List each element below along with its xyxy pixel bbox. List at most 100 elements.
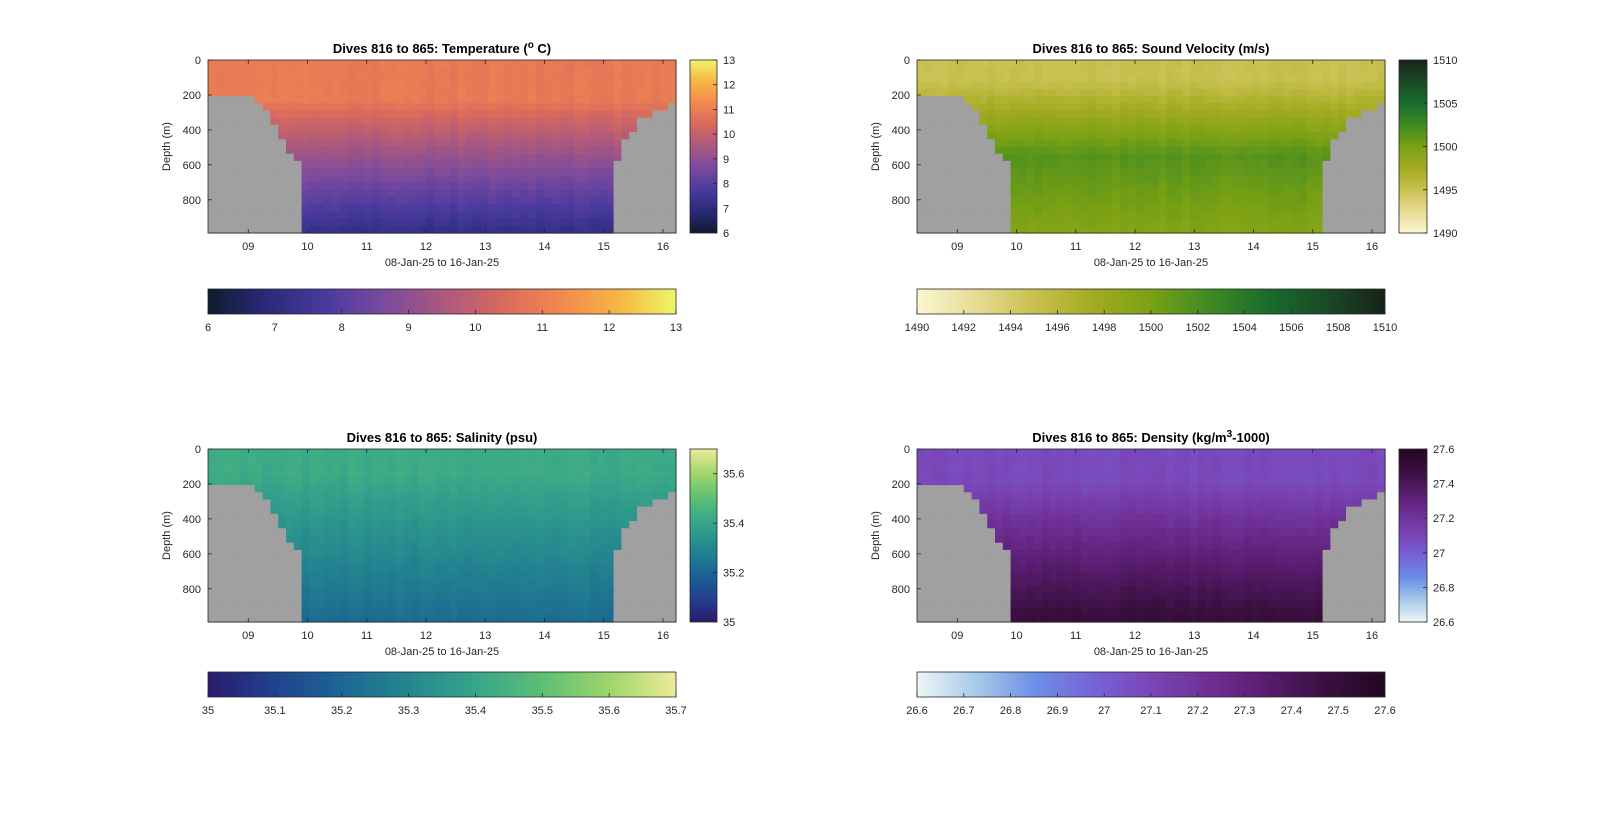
heatmap-cell bbox=[465, 485, 474, 493]
heatmap-cell bbox=[442, 535, 451, 544]
heatmap-cell bbox=[1119, 189, 1129, 198]
heatmap-cell bbox=[1166, 124, 1175, 133]
heatmap-cell bbox=[231, 549, 240, 558]
heatmap-cell bbox=[551, 96, 560, 104]
heatmap-cell bbox=[301, 139, 310, 148]
heatmap-cell bbox=[208, 103, 217, 112]
heatmap-cell bbox=[270, 521, 279, 529]
heatmap-cell bbox=[1361, 182, 1370, 191]
heatmap-cell bbox=[917, 204, 926, 212]
heatmap-cell bbox=[488, 88, 498, 97]
heatmap-cell bbox=[652, 160, 661, 169]
heatmap-cell bbox=[262, 521, 271, 529]
heatmap-cell bbox=[605, 449, 615, 457]
heatmap-cell bbox=[286, 492, 295, 501]
heatmap-cell bbox=[917, 146, 926, 155]
heatmap-cell bbox=[582, 160, 591, 169]
heatmap-cell bbox=[1236, 81, 1246, 90]
heatmap-cell bbox=[1096, 81, 1105, 90]
heatmap-cell bbox=[348, 132, 357, 140]
heatmap-cell bbox=[1252, 211, 1261, 220]
heatmap-cell bbox=[1112, 225, 1121, 234]
heatmap-cell bbox=[1151, 168, 1160, 176]
heatmap-cell bbox=[637, 96, 646, 104]
heatmap-cell bbox=[1002, 456, 1012, 465]
heatmap-cell bbox=[286, 67, 295, 76]
heatmap-cell bbox=[301, 132, 310, 140]
heatmap-cell bbox=[270, 117, 279, 126]
heatmap-cell bbox=[231, 211, 240, 220]
heatmap-cell bbox=[473, 513, 482, 522]
heatmap-cell bbox=[1353, 175, 1363, 184]
heatmap-cell bbox=[286, 175, 295, 184]
heatmap-cell bbox=[340, 607, 349, 616]
heatmap-cell bbox=[371, 204, 381, 212]
heatmap-cell bbox=[1268, 160, 1277, 169]
heatmap-cell bbox=[1041, 477, 1051, 486]
heatmap-cell bbox=[488, 153, 498, 162]
heatmap-cell bbox=[559, 557, 568, 565]
heatmap-cell bbox=[987, 189, 996, 198]
heatmap-cell bbox=[231, 218, 240, 227]
heatmap-cell bbox=[1073, 146, 1082, 155]
heatmap-cell bbox=[527, 132, 537, 140]
heatmap-cell bbox=[1057, 614, 1066, 623]
heatmap-cell bbox=[1322, 117, 1331, 126]
heatmap-cell bbox=[956, 146, 965, 155]
heatmap-cell bbox=[1073, 204, 1082, 212]
heatmap-cell bbox=[559, 196, 568, 205]
heatmap-cell bbox=[496, 506, 505, 515]
heatmap-cell bbox=[473, 211, 482, 220]
heatmap-cell bbox=[317, 585, 326, 594]
heatmap-cell bbox=[317, 528, 326, 537]
heatmap-cell bbox=[520, 74, 529, 83]
heatmap-cell bbox=[356, 470, 365, 479]
heatmap-cell bbox=[247, 571, 256, 580]
heatmap-cell bbox=[254, 189, 264, 198]
heatmap-cell bbox=[956, 521, 965, 529]
heatmap-cell bbox=[418, 110, 427, 119]
heatmap-cell bbox=[995, 146, 1004, 155]
heatmap-cell bbox=[332, 513, 342, 522]
heatmap-cell bbox=[403, 189, 412, 198]
heatmap-cell bbox=[637, 67, 646, 76]
heatmap-cell bbox=[629, 88, 638, 97]
heatmap-cell bbox=[348, 168, 357, 176]
heatmap-cell bbox=[574, 182, 583, 191]
heatmap-cell bbox=[247, 225, 256, 234]
heatmap-cell bbox=[1252, 60, 1261, 68]
heatmap-cell bbox=[1291, 153, 1300, 162]
heatmap-cell bbox=[410, 535, 420, 544]
heatmap-cell bbox=[1361, 153, 1370, 162]
heatmap-cell bbox=[364, 499, 373, 508]
heatmap-cell bbox=[262, 196, 271, 205]
heatmap-cell bbox=[668, 139, 677, 148]
heatmap-cell bbox=[379, 117, 388, 126]
heatmap-cell bbox=[1361, 124, 1370, 133]
heatmap-cell bbox=[481, 139, 490, 148]
heatmap-cell bbox=[1026, 67, 1035, 76]
heatmap-cell bbox=[527, 513, 537, 522]
heatmap-cell bbox=[652, 182, 661, 191]
heatmap-cell bbox=[1260, 124, 1269, 133]
heatmap-cell bbox=[956, 153, 965, 162]
heatmap-cell bbox=[1353, 103, 1363, 112]
heatmap-cell bbox=[410, 607, 420, 616]
heatmap-cell bbox=[1268, 189, 1277, 198]
heatmap-cell bbox=[1338, 225, 1347, 234]
heatmap-cell bbox=[325, 117, 334, 126]
heatmap-cell bbox=[239, 225, 248, 234]
heatmap-cell bbox=[527, 146, 537, 155]
heatmap-cell bbox=[278, 175, 287, 184]
heatmap-cell bbox=[231, 88, 240, 97]
heatmap-cell bbox=[223, 139, 232, 148]
heatmap-cell bbox=[270, 449, 279, 457]
heatmap-cell bbox=[403, 74, 412, 83]
heatmap-cell bbox=[504, 614, 513, 623]
heatmap-cell bbox=[598, 189, 607, 198]
heatmap-cell bbox=[574, 146, 583, 155]
heatmap-cell bbox=[559, 506, 568, 515]
heatmap-cell bbox=[364, 521, 373, 529]
heatmap-cell bbox=[286, 506, 295, 515]
heatmap-cell bbox=[1119, 146, 1129, 155]
